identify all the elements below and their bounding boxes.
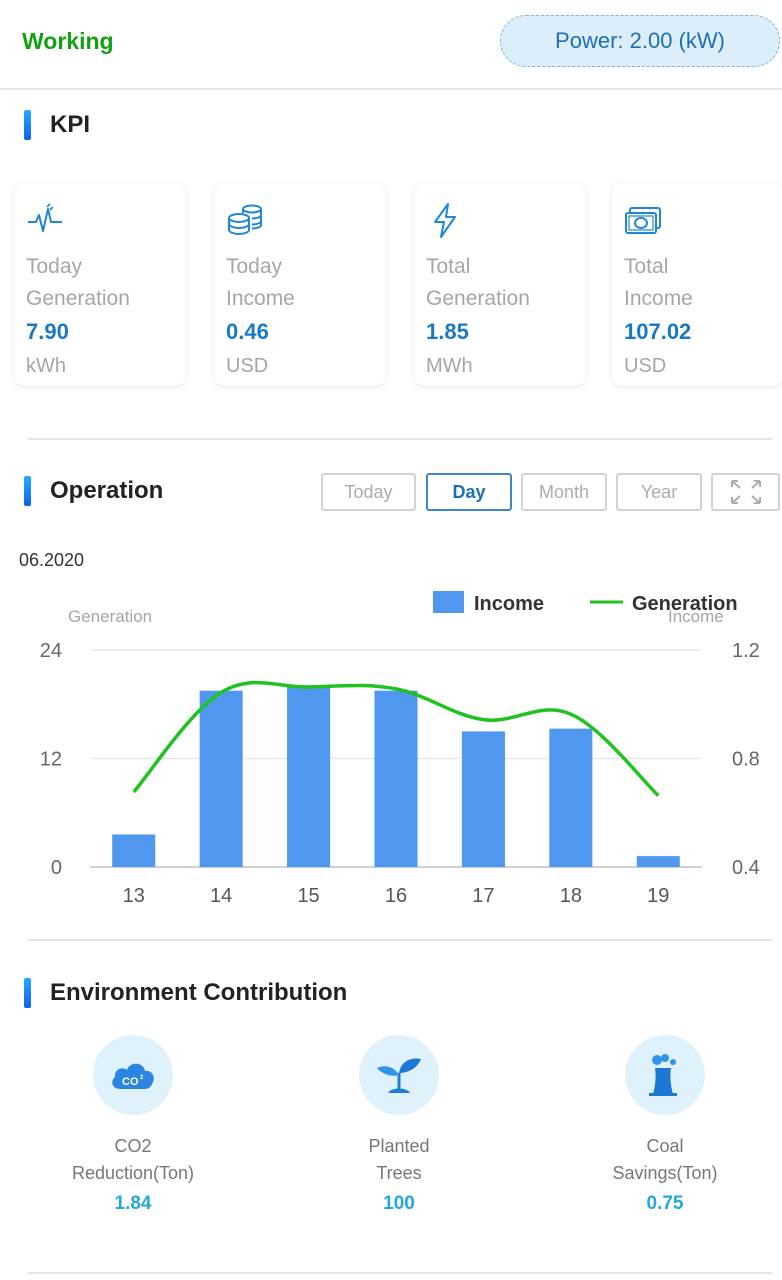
kpi-unit: kWh — [26, 355, 66, 377]
y-left-tick: 24 — [40, 640, 62, 662]
top-bar: Working Power: 2.00 (kW) — [0, 0, 782, 90]
y-left-tick: 12 — [40, 749, 62, 771]
env-item-coal: Coal Savings(Ton) 0.75 — [565, 1035, 765, 1215]
status-label: Working — [22, 28, 114, 54]
bar-income — [461, 731, 505, 867]
kpi-card-total-generation[interactable]: Total Generation 1.85 MWh — [414, 183, 586, 386]
kpi-value: 107.02 — [624, 319, 692, 344]
y-right-tick: 0.8 — [732, 749, 760, 771]
bar-income — [636, 856, 680, 867]
y-left-tick: 0 — [51, 857, 62, 879]
line-generation — [132, 680, 660, 797]
kpi-value: 7.90 — [26, 319, 69, 344]
environment-section-title: Environment Contribution — [24, 978, 347, 1008]
env-value: 100 — [383, 1193, 415, 1214]
tab-today[interactable]: Today — [321, 473, 416, 511]
expand-icon — [730, 480, 761, 504]
title-accent-bar — [24, 476, 31, 506]
env-value: 1.84 — [114, 1193, 152, 1214]
kpi-card-today-income[interactable]: Today Income 0.46 USD — [214, 183, 386, 386]
fullscreen-button[interactable] — [711, 473, 780, 511]
x-tick: 15 — [297, 885, 319, 907]
kpi-unit: USD — [226, 355, 269, 377]
legend-swatch-income — [433, 591, 464, 613]
bar-income — [112, 834, 156, 867]
env-value: 0.75 — [646, 1193, 684, 1214]
y-right-tick: 0.4 — [732, 857, 760, 879]
bar-income — [549, 728, 593, 867]
banknote-icon — [625, 207, 661, 234]
plant-icon — [377, 1058, 421, 1093]
tab-year[interactable]: Year — [616, 473, 702, 511]
kpi-unit: USD — [624, 355, 667, 377]
divider — [28, 939, 772, 941]
x-tick: 17 — [472, 885, 494, 907]
env-item-trees: Planted Trees 100 — [299, 1035, 499, 1215]
bar-income — [287, 685, 331, 867]
kpi-unit: MWh — [426, 355, 473, 377]
kpi-card-total-income[interactable]: Total Income 107.02 USD — [612, 183, 782, 386]
power-badge[interactable]: Power: 2.00 (kW) — [500, 15, 780, 67]
bar-income — [374, 690, 418, 867]
kpi-value: 0.46 — [226, 319, 269, 344]
x-tick: 19 — [647, 885, 669, 907]
kpi-section-title: KPI — [24, 110, 90, 140]
factory-icon — [649, 1054, 677, 1096]
co2-cloud-icon: CO 2 — [112, 1063, 154, 1089]
title-accent-bar — [24, 978, 31, 1008]
x-tick: 16 — [385, 885, 407, 907]
svg-text:CO: CO — [122, 1076, 139, 1088]
y-right-tick: 1.2 — [732, 640, 760, 662]
y-right-axis-title: Income — [668, 607, 724, 626]
pulse-icon — [28, 203, 62, 232]
operation-chart: Income Generation Income Generation 0 0.4… — [40, 591, 760, 907]
legend-label-income: Income — [474, 593, 544, 615]
bar-income — [199, 690, 243, 867]
kpi-card-today-generation[interactable]: Today Generation 7.90 kWh — [14, 183, 186, 386]
x-tick: 13 — [123, 885, 145, 907]
svg-text:2: 2 — [140, 1075, 144, 1081]
env-item-co2: CO 2 CO2 Reduction(Ton) 1.84 — [33, 1035, 233, 1215]
title-accent-bar — [24, 110, 31, 140]
x-tick: 18 — [560, 885, 582, 907]
tab-day[interactable]: Day — [426, 473, 512, 511]
kpi-value: 1.85 — [426, 319, 469, 344]
lightning-icon — [434, 203, 456, 238]
coins-icon — [228, 204, 262, 236]
tab-month[interactable]: Month — [521, 473, 607, 511]
divider — [28, 438, 772, 440]
x-tick: 14 — [210, 885, 232, 907]
period-label: 06.2020 — [19, 550, 85, 570]
divider — [28, 1272, 772, 1274]
operation-section-title: Operation — [24, 476, 163, 506]
y-left-axis-title: Generation — [68, 607, 152, 626]
legend-label-generation: Generation — [632, 593, 738, 615]
